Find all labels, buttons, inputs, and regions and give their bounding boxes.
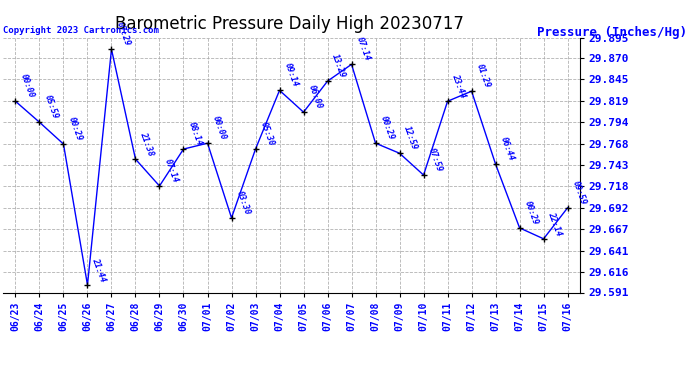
Text: 05:59: 05:59 (42, 94, 59, 120)
Text: 08:14: 08:14 (186, 121, 204, 147)
Text: 03:30: 03:30 (235, 190, 251, 216)
Text: 23:44: 23:44 (451, 73, 467, 100)
Text: 00:29: 00:29 (378, 115, 395, 141)
Text: 21:44: 21:44 (90, 257, 108, 283)
Text: Pressure (Inches/Hg): Pressure (Inches/Hg) (537, 26, 687, 39)
Text: 00:29: 00:29 (66, 116, 83, 142)
Text: 07:59: 07:59 (426, 147, 444, 173)
Text: 07:14: 07:14 (355, 36, 371, 63)
Text: Barometric Pressure Daily High 20230717: Barometric Pressure Daily High 20230717 (115, 15, 464, 33)
Text: Copyright 2023 Cartronics.com: Copyright 2023 Cartronics.com (3, 26, 159, 35)
Text: 09:14: 09:14 (282, 62, 299, 88)
Text: 05:30: 05:30 (258, 121, 275, 147)
Text: 00:00: 00:00 (19, 73, 35, 100)
Text: 00:00: 00:00 (210, 115, 228, 141)
Text: 00:29: 00:29 (522, 200, 540, 226)
Text: 09:59: 09:59 (571, 180, 587, 206)
Text: 06:00: 06:00 (306, 84, 324, 111)
Text: 22:14: 22:14 (546, 211, 564, 237)
Text: 12:59: 12:59 (402, 125, 420, 152)
Text: 07:14: 07:14 (162, 158, 179, 184)
Text: 07:29: 07:29 (115, 21, 131, 48)
Text: 06:44: 06:44 (498, 136, 515, 162)
Text: 21:38: 21:38 (139, 131, 155, 158)
Text: 01:29: 01:29 (475, 63, 491, 90)
Text: 13:29: 13:29 (331, 53, 348, 80)
